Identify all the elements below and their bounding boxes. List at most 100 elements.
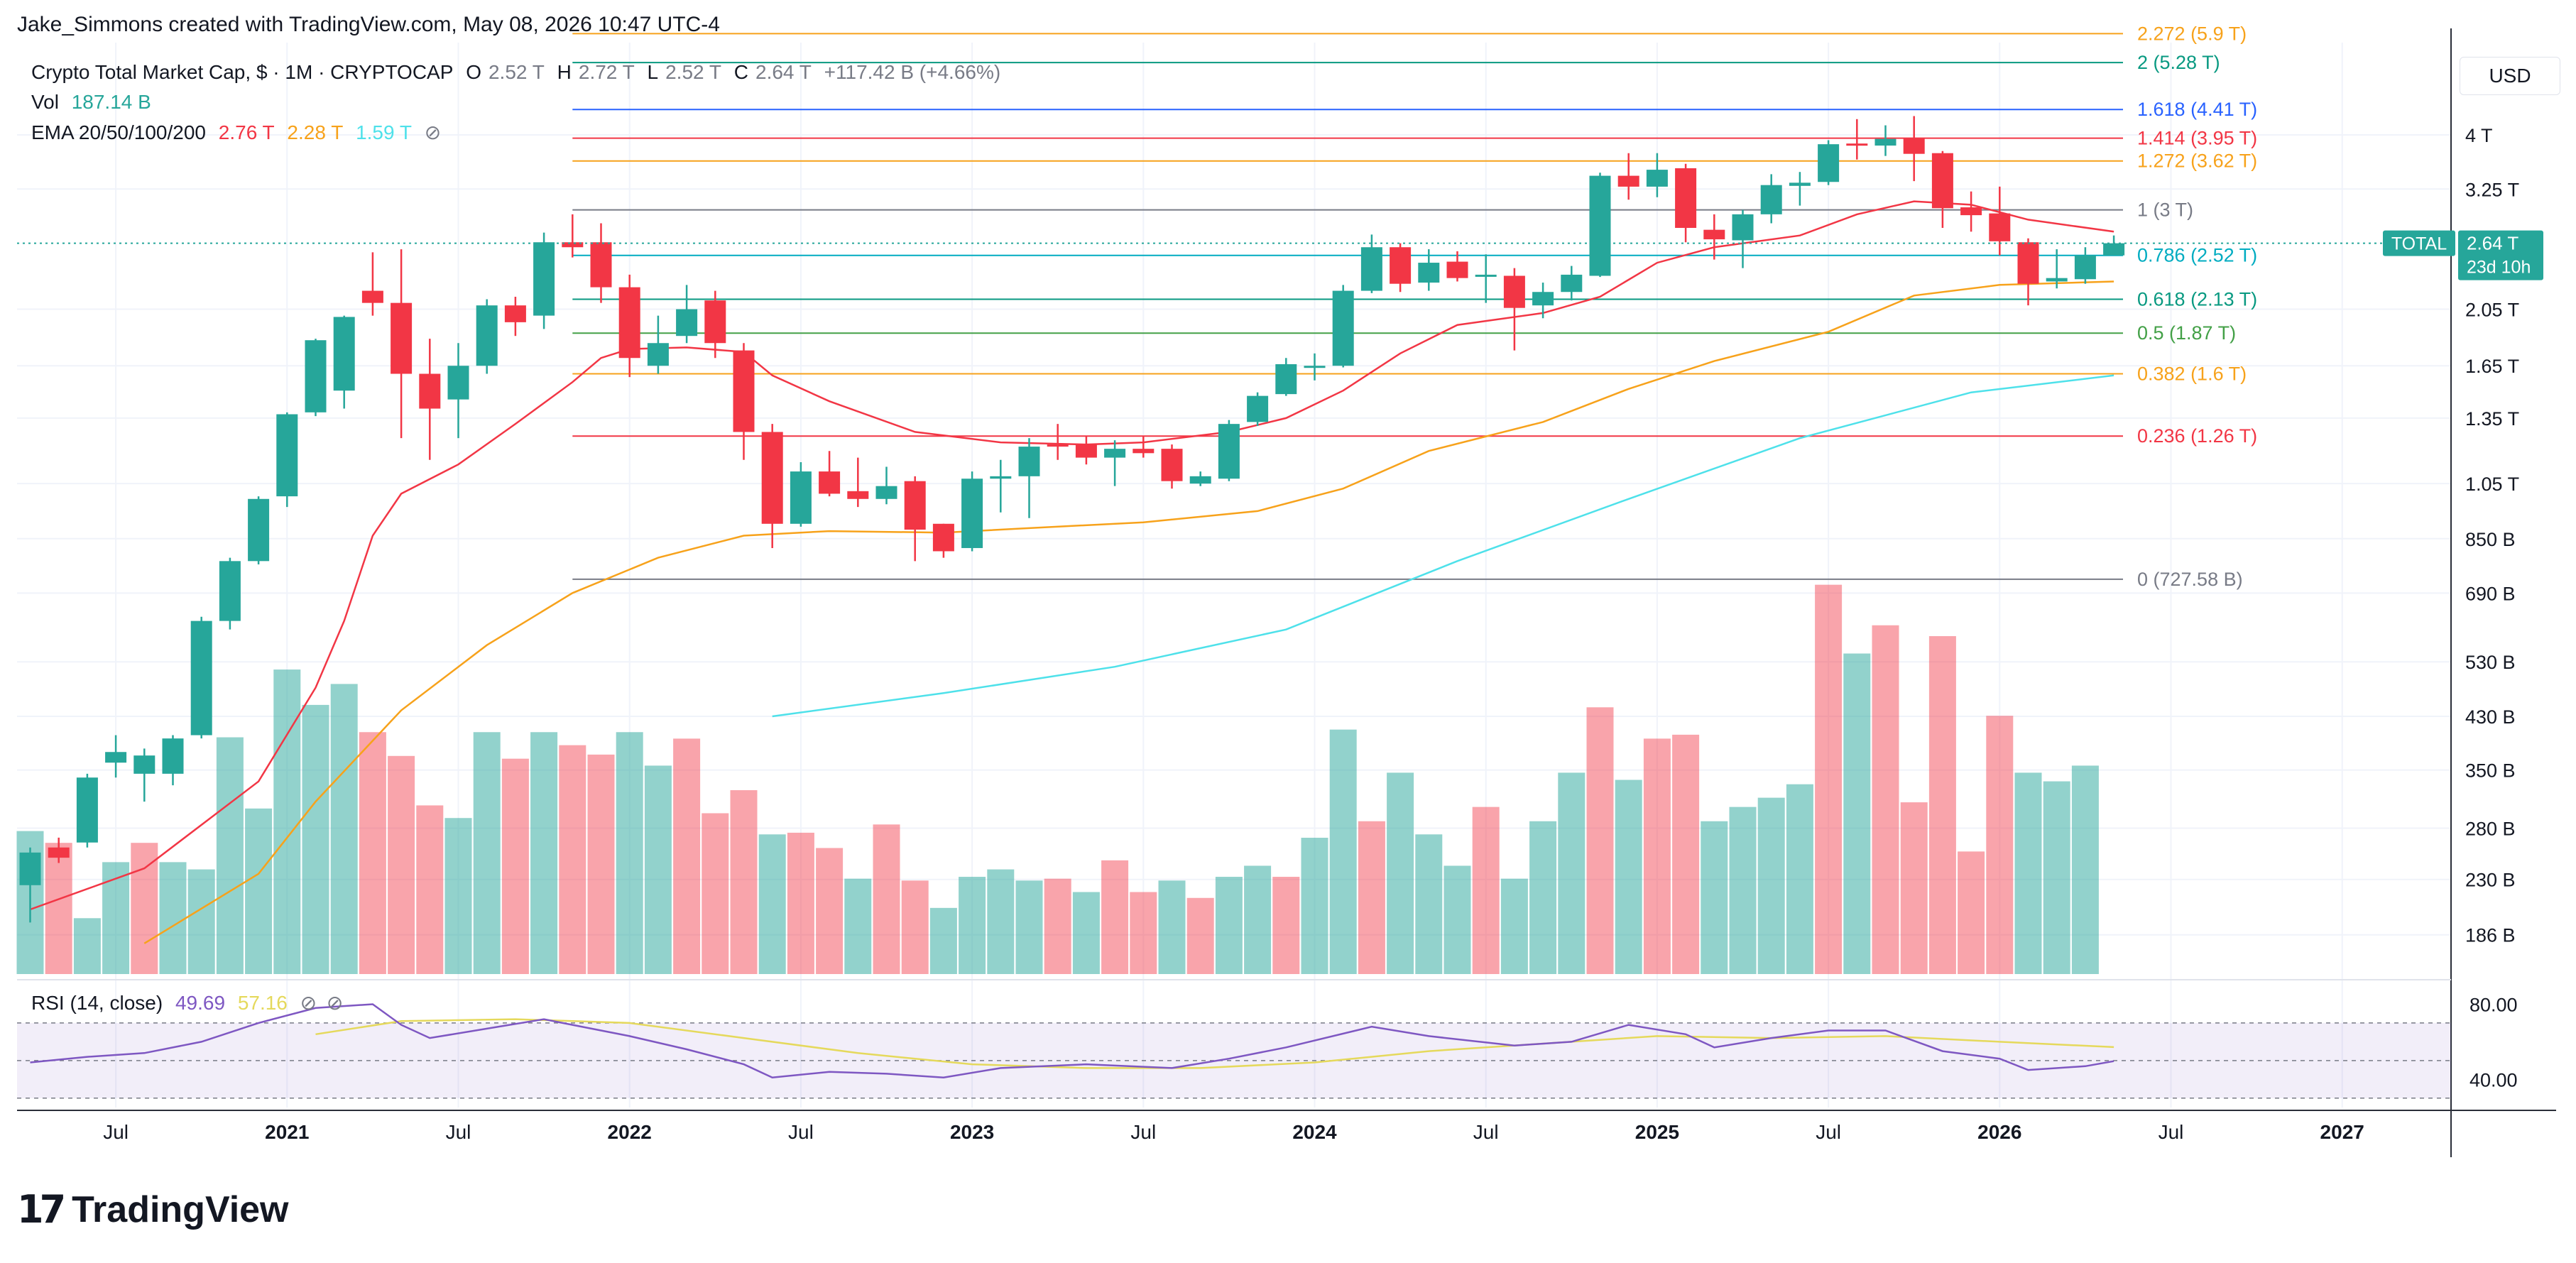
volume-bar	[1015, 880, 1043, 974]
price-tag-value: 2.64 T	[2467, 233, 2518, 254]
candle-up	[961, 479, 983, 548]
rsi-line	[30, 1003, 2114, 1078]
candle-up	[1532, 292, 1554, 306]
candle-up	[1789, 182, 1811, 186]
candle-up	[1304, 366, 1326, 368]
volume-bar	[388, 755, 415, 974]
ema100-value: 1.59 T	[356, 121, 412, 143]
volume-legend[interactable]: Vol 187.14 B	[31, 91, 158, 114]
candle-down	[1047, 444, 1069, 447]
candles	[17, 116, 2386, 923]
volume-bar	[330, 684, 358, 974]
tradingview-logo[interactable]: 17 TradingView	[17, 1187, 289, 1232]
volume-bar	[1472, 807, 1500, 974]
volume-bar	[1815, 584, 1843, 974]
candle-up	[2074, 255, 2096, 280]
time-axis-label: 2024	[1292, 1121, 1337, 1143]
symbol-legend: Crypto Total Market Cap, $ · 1M · CRYPTO…	[31, 61, 1008, 84]
symbol-title[interactable]: Crypto Total Market Cap, $ · 1M · CRYPTO…	[31, 61, 454, 83]
currency-button[interactable]: USD	[2460, 57, 2560, 95]
candle-up	[190, 620, 212, 736]
volume-bar	[959, 877, 986, 974]
candle-down	[1931, 153, 1953, 209]
candle-up	[1360, 247, 1382, 291]
candle-up	[219, 561, 241, 621]
eye-off-icon[interactable]: ⊘	[424, 121, 442, 143]
volume-bar	[1358, 821, 1385, 974]
volume-bar	[187, 869, 215, 974]
volume-bar	[673, 738, 701, 974]
volume-bar	[273, 669, 301, 974]
fibonacci-levels: 2.272 (5.9 T) 2 (5.28 T) 1.618 (4.41 T) 1.4…	[572, 23, 2257, 590]
candle-down	[761, 432, 783, 524]
ema-legend[interactable]: EMA 20/50/100/200 2.76 T 2.28 T 1.59 T ⊘	[31, 121, 448, 144]
eye-off-icon[interactable]: ⊘	[326, 992, 344, 1014]
price-axis-label: 2.05 T	[2465, 300, 2519, 321]
time-axis-label: 2026	[1977, 1121, 2021, 1143]
candle-up	[647, 343, 669, 366]
candle-up	[1018, 447, 1040, 476]
candle-up	[790, 471, 812, 524]
fib-level-label: 0.5 (1.87 T)	[2137, 322, 2236, 344]
price-tag-symbol-bg	[2383, 230, 2455, 256]
rsi-pane: 80.00 40.00	[17, 994, 2518, 1099]
rsi-legend[interactable]: RSI (14, close) 49.69 57.16 ⊘ ⊘	[31, 991, 343, 1015]
price-axis-label: 1.65 T	[2465, 356, 2519, 377]
volume-bar	[1757, 797, 1785, 974]
ohlc-close: C 2.64 T	[733, 61, 812, 83]
price-axis-label: 350 B	[2465, 760, 2516, 782]
volume-bar	[1072, 892, 1100, 974]
volume-bar	[45, 843, 72, 974]
fib-level-label: 0.382 (1.6 T)	[2137, 363, 2247, 385]
volume-bar	[559, 745, 586, 974]
ema-label: EMA 20/50/100/200	[31, 121, 206, 143]
candle-down	[1503, 275, 1525, 308]
candle-down	[819, 471, 841, 494]
volume-bar	[929, 907, 957, 974]
candle-up	[1332, 290, 1354, 366]
volume-bar	[587, 754, 615, 974]
volume-bar	[131, 843, 158, 974]
volume-value: 187.14 B	[71, 91, 151, 113]
candle-down	[618, 287, 640, 359]
candle-down	[733, 350, 755, 432]
rsi-value: 49.69	[175, 992, 226, 1014]
candle-down	[1846, 143, 1868, 146]
volume-bar	[702, 813, 729, 974]
volume-bar	[1872, 625, 1899, 974]
rsi-ma-value: 57.16	[237, 992, 288, 1014]
ema20-value: 2.76 T	[218, 121, 275, 143]
candle-up	[1418, 263, 1440, 283]
fib-level-label: 0 (727.58 B)	[2137, 569, 2243, 590]
candle-up	[476, 305, 498, 366]
candle-down	[1989, 213, 2011, 241]
volume-bar	[1158, 880, 1186, 974]
price-axis-label: 690 B	[2465, 583, 2516, 604]
volume-bar	[102, 862, 130, 974]
candle-up	[76, 777, 98, 843]
volume-bar	[1786, 784, 1813, 974]
eye-off-icon[interactable]: ⊘	[300, 992, 317, 1014]
candle-down	[1675, 168, 1697, 229]
candle-up	[2103, 243, 2125, 256]
candle-down	[1075, 444, 1097, 458]
price-axis-label: 1.05 T	[2465, 474, 2519, 495]
candle-down	[1903, 138, 1925, 154]
time-axis-label: Jul	[788, 1121, 814, 1143]
ema50-line	[143, 280, 2114, 944]
time-axis-label: 2023	[950, 1121, 994, 1143]
volume-bar	[987, 869, 1015, 974]
time-axis-label: Jul	[2159, 1121, 2184, 1143]
candle-down	[419, 373, 441, 409]
rsi-band	[17, 1022, 2451, 1098]
volume-bar	[1558, 772, 1586, 974]
fib-level-label: 1 (3 T)	[2137, 199, 2193, 221]
price-tag-bg	[2458, 230, 2543, 280]
candle-up	[248, 498, 270, 562]
rsi-axis-label: 40.00	[2469, 1069, 2518, 1090]
volume-bars	[16, 584, 2099, 974]
volume-bar	[359, 732, 386, 974]
rsi-label-text: RSI (14, close)	[31, 992, 163, 1014]
volume-bar	[816, 848, 844, 974]
